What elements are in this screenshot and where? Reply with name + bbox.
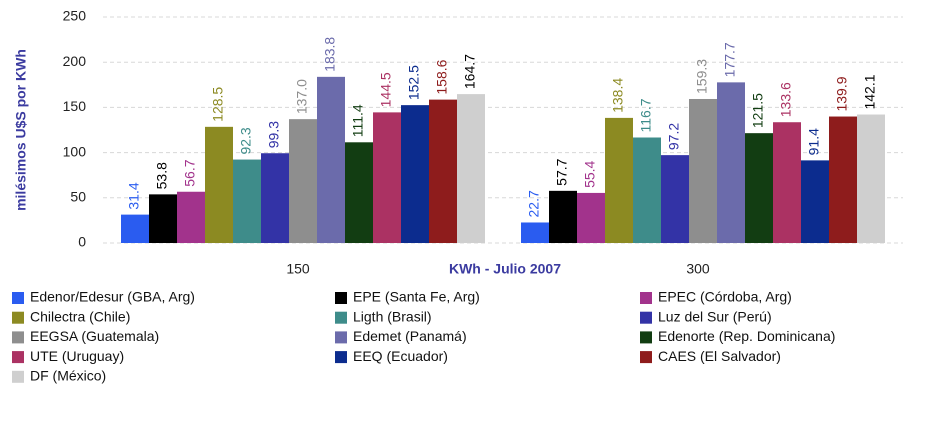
legend-swatch: [12, 370, 24, 383]
legend-label: EEGSA (Guatemala): [30, 328, 159, 344]
legend-swatch: [12, 351, 24, 364]
legend-label: Edenorte (Rep. Dominicana): [658, 328, 835, 344]
data-label: 91.4: [806, 128, 822, 155]
legend-label: Luz del Sur (Perú): [658, 308, 772, 324]
legend-label: DF (México): [30, 368, 106, 384]
data-label: 116.7: [638, 98, 654, 132]
data-label: 137.0: [294, 79, 310, 114]
bar: [205, 126, 233, 243]
y-tick-label: 150: [63, 98, 87, 114]
data-label: 164.7: [462, 54, 478, 89]
y-tick-label: 50: [70, 189, 86, 205]
data-label: 22.7: [526, 190, 542, 217]
data-label: 142.1: [862, 74, 878, 109]
bar: [373, 112, 401, 243]
legend-label: EPE (Santa Fe, Arg): [353, 289, 480, 305]
x-tick-label: 150: [286, 261, 310, 277]
data-label: 99.3: [266, 121, 282, 148]
data-label: 111.4: [350, 104, 366, 137]
bar: [429, 99, 457, 243]
bar: [261, 153, 289, 243]
data-label: 152.5: [406, 65, 422, 100]
data-label: 183.8: [322, 37, 338, 72]
bar: [801, 160, 829, 243]
legend-swatch: [335, 351, 347, 364]
bar: [661, 155, 689, 243]
data-label: 159.3: [694, 59, 710, 94]
legend-swatch: [335, 292, 347, 304]
bar: [121, 214, 149, 243]
bar: [773, 122, 801, 243]
legend-swatch: [12, 311, 24, 324]
data-label: 31.4: [126, 182, 142, 209]
y-axis-label: milésimos U$S por KWh: [13, 49, 29, 211]
data-label: 121.5: [750, 93, 766, 128]
legend-label: Edemet (Panamá): [353, 328, 467, 344]
bar: [233, 159, 261, 243]
x-tick-label: 300: [686, 261, 710, 277]
legend-label: UTE (Uruguay): [30, 348, 124, 364]
data-label: 158.6: [434, 59, 450, 94]
legend-swatch: [335, 311, 347, 324]
y-tick-label: 100: [63, 143, 87, 159]
data-label: 55.4: [582, 160, 598, 187]
data-label: 139.9: [834, 76, 850, 111]
data-label: 92.3: [238, 127, 254, 154]
legend-label: EPEC (Córdoba, Arg): [658, 289, 792, 305]
legend-swatch: [640, 292, 652, 304]
x-axis-label: KWh - Julio 2007: [449, 261, 561, 277]
legend-swatch: [335, 331, 347, 344]
legend-label: CAES (El Salvador): [658, 348, 781, 364]
data-label: 57.7: [554, 158, 570, 185]
bar: [745, 133, 773, 243]
bar: [149, 194, 177, 243]
bar: [605, 117, 633, 243]
bar: [521, 222, 549, 243]
bar: [829, 116, 857, 243]
bar: [577, 192, 605, 243]
data-label: 128.5: [210, 87, 226, 122]
bar: [857, 114, 885, 244]
bar: [457, 94, 485, 243]
data-label: 56.7: [182, 159, 198, 186]
legend-label: Ligth (Brasil): [353, 308, 432, 324]
bar: [177, 191, 205, 243]
bar: [717, 82, 745, 244]
bar: [317, 76, 345, 243]
legend-label: Chilectra (Chile): [30, 308, 130, 324]
y-tick-label: 0: [78, 234, 86, 250]
bar: [289, 119, 317, 243]
data-label: 53.8: [154, 162, 170, 189]
bar: [633, 137, 661, 243]
bar: [345, 142, 373, 243]
legend-swatch: [640, 331, 652, 344]
bar: [549, 190, 577, 243]
legend-swatch: [12, 292, 24, 304]
bar: [401, 105, 429, 243]
y-tick-label: 200: [63, 53, 87, 69]
data-label: 138.4: [610, 78, 626, 113]
bar: [689, 98, 717, 243]
data-label: 133.6: [778, 82, 794, 117]
legend-swatch: [640, 311, 652, 324]
data-label: 177.7: [722, 42, 738, 77]
data-label: 97.2: [666, 123, 682, 150]
legend-swatch: [640, 351, 652, 364]
data-label: 144.5: [378, 72, 394, 107]
legend-label: Edenor/Edesur (GBA, Arg): [30, 289, 195, 305]
legend-label: EEQ (Ecuador): [353, 348, 448, 364]
legend-swatch: [12, 331, 24, 344]
y-tick-label: 250: [63, 8, 87, 24]
